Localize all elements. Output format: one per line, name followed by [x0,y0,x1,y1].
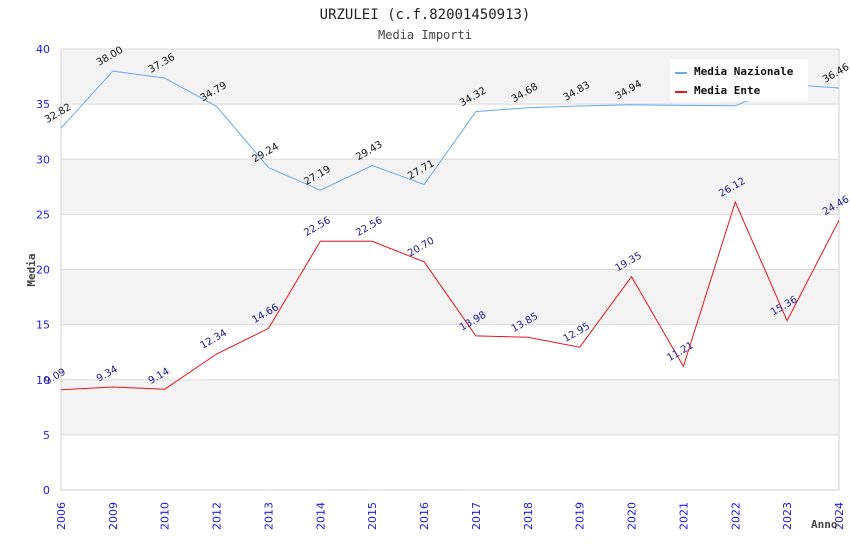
y-tick-label: 5 [43,429,50,442]
x-axis-ticks: 2006 2009 2010 2012 2013 2014 2015 2016 2017 2018… [55,502,846,530]
legend-swatch-media-ente [675,91,687,93]
series-line-media-ente [60,200,840,391]
legend: Media Nazionale Media Ente [670,59,808,101]
legend-box [670,59,808,101]
x-tick-label: 2020 [626,502,639,530]
x-tick-label: 2018 [522,502,535,530]
y-tick-label: 0 [43,484,50,497]
y-axis-ticks: 0 5 10 15 20 25 30 35 40 [36,43,50,497]
legend-label-media-nazionale[interactable]: Media Nazionale [694,65,794,78]
legend-label-media-ente[interactable]: Media Ente [694,84,761,97]
chart-subtitle: Media Importi [378,28,472,42]
x-tick-label: 2006 [55,502,68,530]
y-axis-label: Media [25,253,38,286]
x-tick-label: 2023 [781,502,794,530]
y-tick-label: 10 [36,374,50,387]
x-tick-label: 2010 [159,502,172,530]
x-tick-label: 2017 [470,502,483,530]
y-tick-label: 30 [36,153,50,166]
x-tick-label: 2009 [107,502,120,530]
x-tick-label: 2019 [574,502,587,530]
y-tick-label: 35 [36,98,50,111]
y-tick-label: 25 [36,208,50,221]
series-line-media-nazionale [60,70,840,191]
data-label: 20.70 [406,236,436,260]
x-tick-label: 2014 [314,502,327,530]
x-tick-label: 2013 [262,502,275,530]
chart-title: URZULEI (c.f.82001450913) [320,7,531,23]
x-axis-label: Anno [811,518,838,531]
y-tick-label: 15 [36,319,50,332]
series-lines [60,70,840,391]
data-label: 12.34 [199,328,229,352]
grid-bands [61,49,839,435]
x-tick-label: 2022 [729,502,742,530]
x-tick-label: 2015 [366,502,379,530]
x-tick-label: 2016 [418,502,431,530]
x-tick-label: 2024 [833,502,846,530]
x-tick-label: 2021 [677,502,690,530]
data-label: 22.56 [302,215,332,239]
grid-band [61,159,839,215]
y-tick-label: 20 [36,264,50,277]
grid-band [61,379,839,435]
grid-band [61,269,839,325]
y-tick-label: 40 [36,43,50,56]
x-tick-label: 2012 [211,502,224,530]
legend-swatch-media-nazionale [675,72,687,74]
data-label: 22.56 [354,215,384,239]
axes [60,49,840,491]
